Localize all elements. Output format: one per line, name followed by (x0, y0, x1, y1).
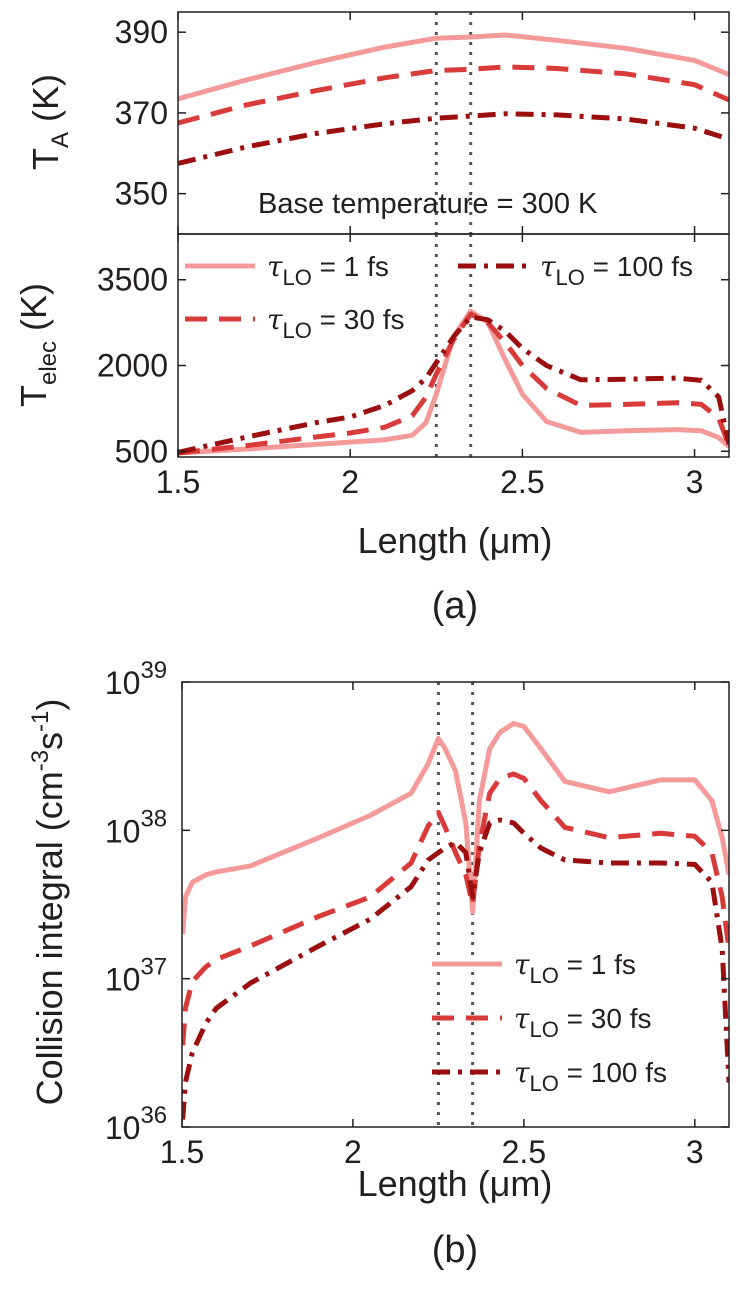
series-line-2 (178, 64, 729, 126)
series-line-2 (178, 311, 729, 456)
caption-a: (a) (432, 585, 478, 627)
x-tick-label: 3 (686, 464, 704, 500)
legend-label-2: τLO = 30 fs (267, 303, 404, 343)
x-tick-label: 2.5 (500, 464, 544, 500)
y-tick-label: 370 (115, 95, 168, 131)
panel-b-xlabel: Length (μm) (358, 1163, 553, 1204)
y-tick-label: 500 (115, 433, 168, 469)
series-line-1 (178, 32, 729, 102)
plot-frame (177, 233, 730, 458)
series-line-1 (182, 721, 729, 935)
y-tick-label: 350 (115, 176, 168, 212)
base-temperature-annotation: Base temperature = 300 K (258, 188, 598, 220)
y-tick-label: 1038 (105, 805, 167, 849)
y-tick-label: 1037 (105, 954, 167, 998)
legend-label-3: τLO = 100 fs (514, 1056, 667, 1096)
legend-label-1: τLO = 1 fs (514, 948, 636, 988)
y-tick-label: 2000 (97, 348, 168, 384)
series-line-3 (178, 111, 729, 166)
caption-b: (b) (432, 1229, 478, 1271)
series-line-3 (178, 314, 729, 455)
legend-label-2: τLO = 30 fs (514, 1002, 651, 1042)
x-tick-label: 2 (344, 1134, 362, 1170)
plot-frame (181, 681, 730, 1128)
panel-b-plot: 1036 1037 1038 1039 1.5 2 2.5 3 τLO = 1 fs τLO = … (105, 657, 730, 1170)
y-tick-label: 1036 (105, 1102, 167, 1146)
panel-a-bottom-ylabel: Telec (K) (13, 283, 62, 407)
x-tick-label: 2.5 (502, 1134, 546, 1170)
panel-a-bottom-plot: 500 2000 3500 1.5 2 2.5 3 τLO = 1 fs τLO = 30 fs… (97, 233, 730, 500)
panel-a-xlabel: Length (μm) (358, 520, 553, 561)
x-tick-label: 2 (341, 464, 359, 500)
x-tick-label: 1.5 (160, 1134, 204, 1170)
panel-b-ylabel: Collision integral (cm-3s-1) (27, 699, 70, 1106)
y-tick-label: 3500 (97, 262, 168, 298)
y-tick-label: 390 (115, 14, 168, 50)
y-tick-label: 1039 (105, 657, 167, 701)
legend-label-3: τLO = 100 fs (540, 250, 693, 290)
x-tick-label: 1.5 (156, 464, 200, 500)
x-tick-label: 3 (686, 1134, 704, 1170)
panel-a-top-plot: 350 370 390 (115, 11, 730, 235)
panel-a-top-ylabel: TA (K) (25, 74, 74, 170)
legend-label-1: τLO = 1 fs (267, 250, 389, 290)
